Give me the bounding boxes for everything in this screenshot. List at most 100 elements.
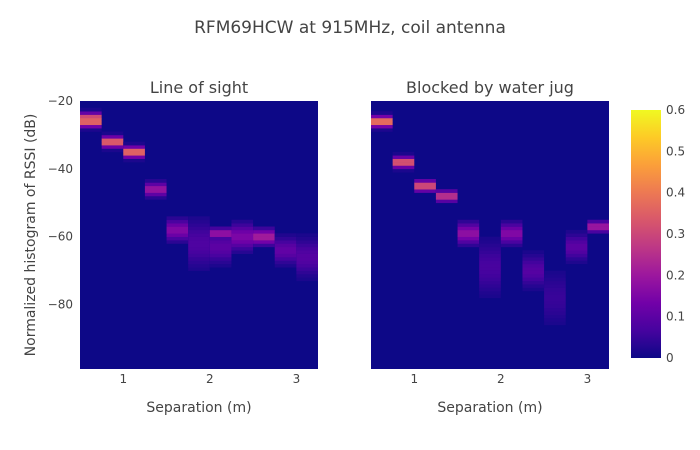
heatmap-cell [436, 193, 458, 197]
heatmap-cell [458, 237, 480, 241]
heatmap-cell [544, 311, 566, 315]
heatmap-cell [566, 230, 588, 234]
panel-line-of-sight: Line of sight −20 −40 −60 −80 1 2 3 Separatio… [48, 78, 318, 416]
heatmap-cell [210, 250, 232, 254]
heatmap-cell [393, 165, 415, 169]
heatmap-cell [501, 240, 523, 244]
heatmap-cell [296, 267, 318, 271]
heatmap-cell [145, 186, 167, 190]
heatmap-cell [587, 220, 609, 224]
heatmap-cell [544, 291, 566, 295]
heatmap-cell [296, 257, 318, 261]
heatmap-cell [544, 284, 566, 288]
heatmap-cell [188, 254, 210, 258]
heatmap-cell [522, 281, 544, 285]
heatmap-cell [522, 250, 544, 254]
heatmap-cell [253, 240, 275, 244]
heatmap-cell [393, 169, 415, 173]
heatmap-cell [231, 240, 253, 244]
x-axis-label-blocked-by-water-jug: Separation (m) [437, 400, 542, 416]
heatmap-cell [210, 240, 232, 244]
heatmap-cell [167, 230, 189, 234]
heatmap-cell [479, 291, 501, 295]
heatmap-cell [544, 294, 566, 298]
heatmap-cell [458, 227, 480, 231]
heatmap-cell [296, 271, 318, 275]
heatmap-cell [544, 305, 566, 309]
heatmap-cell [102, 145, 124, 149]
heatmap-cell [188, 233, 210, 237]
heatmap-cell [296, 277, 318, 281]
heatmap-cell [522, 257, 544, 261]
heatmap-cell [479, 281, 501, 285]
heatmap-cell [145, 193, 167, 197]
heatmap-cell [102, 148, 124, 152]
heatmap-cell [436, 196, 458, 200]
heatmap-cell [566, 243, 588, 247]
colorbar-tick-label: 0.2 [666, 268, 685, 282]
heatmap-cell [275, 240, 297, 244]
heatmap-cell [479, 257, 501, 261]
heatmap-cell [587, 227, 609, 231]
heatmap-cell [188, 227, 210, 231]
heatmap-cell [231, 227, 253, 231]
heatmap-cell [80, 111, 102, 115]
x-axis-ticks-line-of-sight: 1 2 3 [119, 372, 300, 386]
colorbar-gradient [631, 110, 661, 358]
heatmap-cell [522, 277, 544, 281]
heatmap-cell [296, 264, 318, 268]
heatmap-cell [544, 288, 566, 292]
heatmap-cell [167, 223, 189, 227]
heatmap-cell [102, 142, 124, 146]
heatmap-cell [296, 274, 318, 278]
heatmap-cell [167, 240, 189, 244]
heatmap-cell [566, 247, 588, 251]
heatmap-cell [210, 230, 232, 234]
heatmap-cell [275, 264, 297, 268]
heatmap-cell [145, 196, 167, 200]
heatmap-cell [479, 284, 501, 288]
heatmap-cell [522, 284, 544, 288]
heatmap-cell [522, 271, 544, 275]
heatmap-cell [587, 223, 609, 227]
x-tick-label: 2 [497, 372, 505, 386]
heatmap-cell [393, 162, 415, 166]
heatmap-cell [80, 115, 102, 119]
heatmap-cell [479, 243, 501, 247]
heatmap-cell [167, 216, 189, 220]
heatmap-cell [253, 233, 275, 237]
heatmap-cell [210, 264, 232, 268]
heatmap-cell [544, 308, 566, 312]
heatmap-cell [587, 230, 609, 234]
heatmap-cell [393, 155, 415, 159]
heatmap-cell [275, 243, 297, 247]
heatmap-cell [566, 260, 588, 264]
heatmap-cell [188, 257, 210, 261]
heatmap-cell [80, 118, 102, 122]
heatmap-cell [210, 254, 232, 258]
heatmap-cell [123, 142, 145, 146]
colorbar-tick-label: 0.3 [666, 227, 685, 241]
heatmap-cell [544, 322, 566, 326]
heatmap-cell [566, 233, 588, 237]
colorbar-tick-label: 0.6 [666, 103, 685, 117]
colorbar-tick-label: 0 [666, 351, 674, 365]
colorbar-tick-label: 0.1 [666, 310, 685, 324]
heatmap-cell [501, 230, 523, 234]
heatmap-cell [414, 179, 436, 183]
heatmap-cell [544, 277, 566, 281]
heatmap-cell [296, 233, 318, 237]
heatmap-cell [544, 318, 566, 322]
x-tick-label: 1 [410, 372, 418, 386]
heatmap-cell [188, 264, 210, 268]
heatmap-cell [522, 288, 544, 292]
x-tick-label: 1 [119, 372, 127, 386]
heatmap-cell [522, 260, 544, 264]
heatmap-cell [414, 182, 436, 186]
x-tick-label: 3 [293, 372, 301, 386]
heatmap-cell [231, 230, 253, 234]
heatmap-cell [102, 135, 124, 139]
heatmap-cell [275, 250, 297, 254]
heatmap-cell [501, 227, 523, 231]
heatmap-cell [371, 128, 393, 132]
